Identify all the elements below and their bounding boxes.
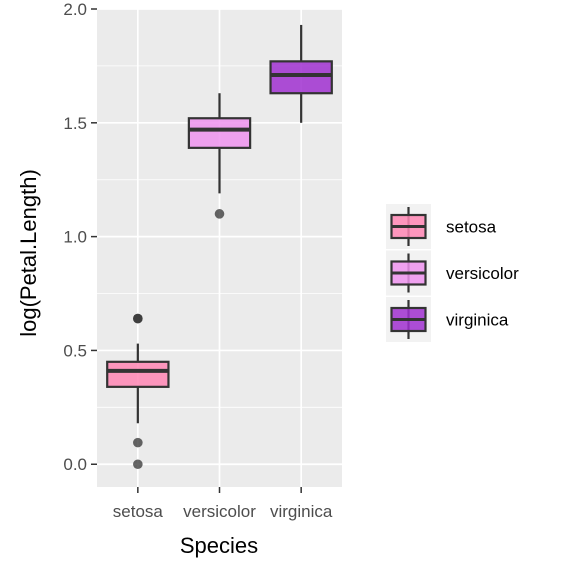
box-series xyxy=(106,24,333,470)
box-versicolor xyxy=(187,93,252,219)
outlier-point xyxy=(133,313,143,324)
y-tick-label: 0.0 xyxy=(63,455,87,474)
x-axis-title: Species xyxy=(180,533,258,558)
y-tick-label: 2.0 xyxy=(63,0,87,19)
y-axis: 0.0 0.5 1.0 1.5 2.0 xyxy=(63,0,97,474)
y-axis-title: log(Petal.Length) xyxy=(16,169,41,337)
y-tick-label: 1.0 xyxy=(63,228,87,247)
legend-label: versicolor xyxy=(446,264,519,283)
legend: setosa versicolor virginica xyxy=(386,204,519,342)
x-tick-label: versicolor xyxy=(183,502,256,521)
x-axis: setosa versicolor virginica xyxy=(113,487,333,521)
box-iqr xyxy=(269,60,333,95)
box-virginica xyxy=(269,24,333,123)
box-iqr xyxy=(106,360,170,388)
box-setosa xyxy=(106,313,170,470)
outlier-point xyxy=(133,437,143,448)
box-iqr xyxy=(187,117,252,149)
legend-item-setosa: setosa xyxy=(386,204,497,249)
legend-label: setosa xyxy=(446,218,497,237)
legend-item-virginica: virginica xyxy=(386,297,509,342)
legend-item-versicolor: versicolor xyxy=(386,250,519,296)
x-tick-label: setosa xyxy=(113,502,164,521)
outlier-point xyxy=(133,459,143,470)
y-tick-label: 0.5 xyxy=(63,341,87,360)
outlier-point xyxy=(214,209,225,219)
x-tick-label: virginica xyxy=(270,502,333,521)
y-tick-label: 1.5 xyxy=(63,114,87,133)
legend-label: virginica xyxy=(446,311,509,330)
